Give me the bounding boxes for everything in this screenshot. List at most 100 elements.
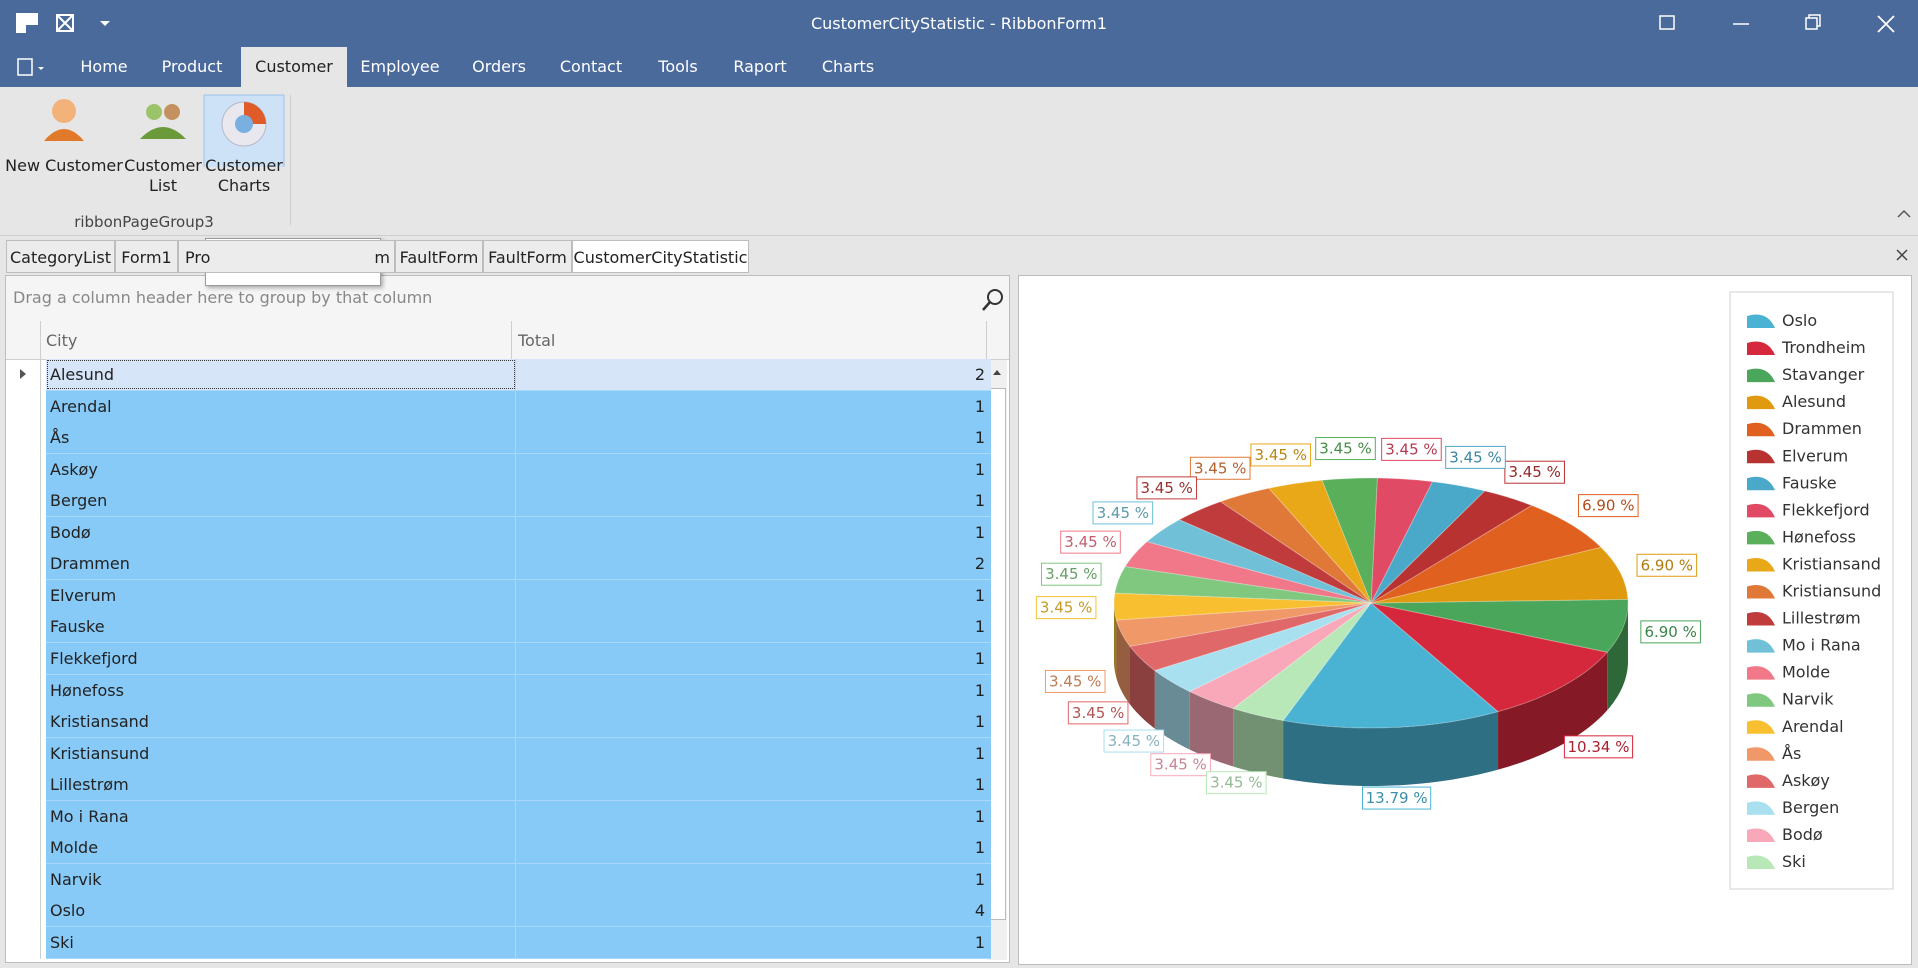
city-cell: Arendal (46, 390, 516, 422)
data-label: 6.90 % (1582, 497, 1634, 515)
grid-row[interactable]: Lillestrøm 1 (46, 769, 991, 802)
legend-label: Stavanger (1782, 365, 1865, 384)
grid-row[interactable]: Ås 1 (46, 422, 991, 455)
data-label-box (1504, 460, 1565, 484)
total-cell: 1 (974, 491, 985, 511)
ribbon-button[interactable]: Customer Charts (204, 156, 284, 196)
ribbon-tab[interactable]: Orders (472, 57, 526, 76)
pie-slice (1370, 490, 1533, 604)
slice-side (1283, 711, 1499, 786)
close-button[interactable] (1877, 15, 1895, 33)
city-cell: Oslo (46, 895, 516, 927)
legend-swatch (1747, 720, 1775, 734)
app-menu-icon[interactable] (17, 58, 33, 76)
city-cell: Bodø (46, 516, 516, 548)
data-label-box (1103, 729, 1165, 753)
data-label-box (1067, 701, 1129, 725)
ribbon-display-button[interactable] (1659, 15, 1675, 30)
pie-slice (1232, 602, 1372, 722)
data-label-box (1060, 530, 1121, 554)
search-button[interactable] (981, 288, 1005, 312)
grid-row[interactable]: Molde 1 (46, 832, 991, 865)
document-tab[interactable]: CategoryList (6, 240, 115, 273)
pie-slice (1114, 566, 1372, 604)
legend-label: Molde (1782, 663, 1830, 682)
window-title: CustomerCityStatistic - RibbonForm1 (810, 14, 1108, 33)
grid-row[interactable]: Mo i Rana 1 (46, 800, 991, 833)
column-header[interactable]: City (46, 331, 78, 350)
grid-row[interactable]: Hønefoss 1 (46, 674, 991, 707)
grid-row[interactable]: Askøy 1 (46, 453, 991, 486)
app-menu-button[interactable] (14, 57, 50, 77)
total-cell: 1 (974, 680, 985, 700)
legend-swatch (1747, 666, 1775, 680)
ribbon-tab-row: Home Product Customer Employee Orders Contact… (0, 47, 1918, 87)
grid-row[interactable]: Narvik 1 (46, 863, 991, 896)
grid: Drag a column header here to group by th… (5, 275, 1010, 963)
document-tab[interactable]: FaultForm (395, 240, 483, 273)
scroll-up[interactable] (990, 366, 1004, 380)
grid-row[interactable]: Drammen 2 (46, 548, 991, 581)
legend-label: Trondheim (1781, 338, 1866, 357)
data-label-box (1315, 437, 1376, 461)
ribbon-tab[interactable]: Customer (241, 47, 347, 87)
data-label-box (1577, 494, 1639, 518)
title-bar: CustomerCityStatistic - RibbonForm1 (0, 0, 1918, 47)
legend-swatch (1747, 774, 1775, 788)
ribbon-tab[interactable]: Employee (360, 57, 440, 76)
grid-row[interactable]: Alesund 2 (46, 359, 991, 391)
quick-access (16, 13, 110, 33)
ribbon-button-label: List (149, 176, 177, 195)
grid-row[interactable]: Fauske 1 (46, 611, 991, 644)
app-menu-arrow[interactable] (38, 67, 44, 70)
legend-swatch (1747, 422, 1775, 437)
legend-label: Flekkefjord (1782, 500, 1870, 519)
document-tab[interactable]: CustomerCityStatistic (572, 240, 749, 273)
column-header[interactable]: Total (518, 331, 556, 350)
ribbon-tab[interactable]: Contact (559, 57, 623, 76)
grid-row[interactable]: Bodø 1 (46, 516, 991, 549)
data-label: 3.45 % (1040, 599, 1092, 617)
grid-row[interactable]: Arendal 1 (46, 390, 991, 423)
data-label-box (1092, 501, 1154, 525)
customize-arrow[interactable] (100, 21, 110, 26)
data-label-box (1445, 445, 1506, 469)
grid-row[interactable]: Ski 1 (46, 926, 991, 959)
data-label: 10.34 % (1568, 738, 1630, 756)
legend-swatch (1747, 503, 1775, 518)
ribbon-button[interactable]: Customer List (120, 156, 206, 196)
ribbon-tab[interactable]: Charts (821, 57, 875, 76)
collapse-ribbon[interactable] (1895, 207, 1913, 221)
data-label-box (1640, 620, 1701, 644)
ribbon-tab[interactable]: Raport (733, 57, 787, 76)
document-tab[interactable]: Pro m (178, 240, 395, 273)
ribbon-tab[interactable]: Product (161, 57, 223, 76)
data-label: 3.45 % (1045, 565, 1097, 583)
ribbon-tab[interactable]: Tools (658, 57, 698, 76)
city-cell: Bergen (46, 485, 516, 517)
grid-row[interactable]: Flekkefjord 1 (46, 642, 991, 675)
grid-row[interactable]: Oslo 4 (46, 895, 991, 928)
ribbon-tab[interactable]: Home (80, 57, 128, 76)
grid-row[interactable]: Bergen 1 (46, 485, 991, 518)
grid-row[interactable]: Elverum 1 (46, 579, 991, 612)
close-all-icon[interactable] (56, 14, 74, 32)
group-panel (6, 276, 1009, 322)
data-label: 3.45 % (1049, 672, 1101, 690)
scrollbar-thumb[interactable] (990, 388, 1006, 920)
pie-slice (1129, 602, 1372, 672)
document-tab[interactable]: FaultForm (483, 240, 572, 273)
grid-row[interactable]: Kristiansund 1 (46, 737, 991, 770)
restore-button[interactable] (1808, 14, 1821, 27)
legend-swatch (1747, 314, 1775, 328)
new-customer-icon (44, 129, 84, 141)
slice-side (1498, 652, 1608, 770)
restore-button[interactable] (1805, 17, 1818, 30)
pie-slice (1188, 602, 1372, 710)
document-tab[interactable]: Form1 (115, 240, 178, 273)
ribbon-button[interactable]: New Customer (4, 156, 124, 176)
grid-row[interactable]: Kristiansand 1 (46, 706, 991, 739)
close-document[interactable] (1894, 247, 1910, 263)
data-label: 3.45 % (1097, 504, 1149, 522)
close-all-icon[interactable] (56, 14, 74, 32)
